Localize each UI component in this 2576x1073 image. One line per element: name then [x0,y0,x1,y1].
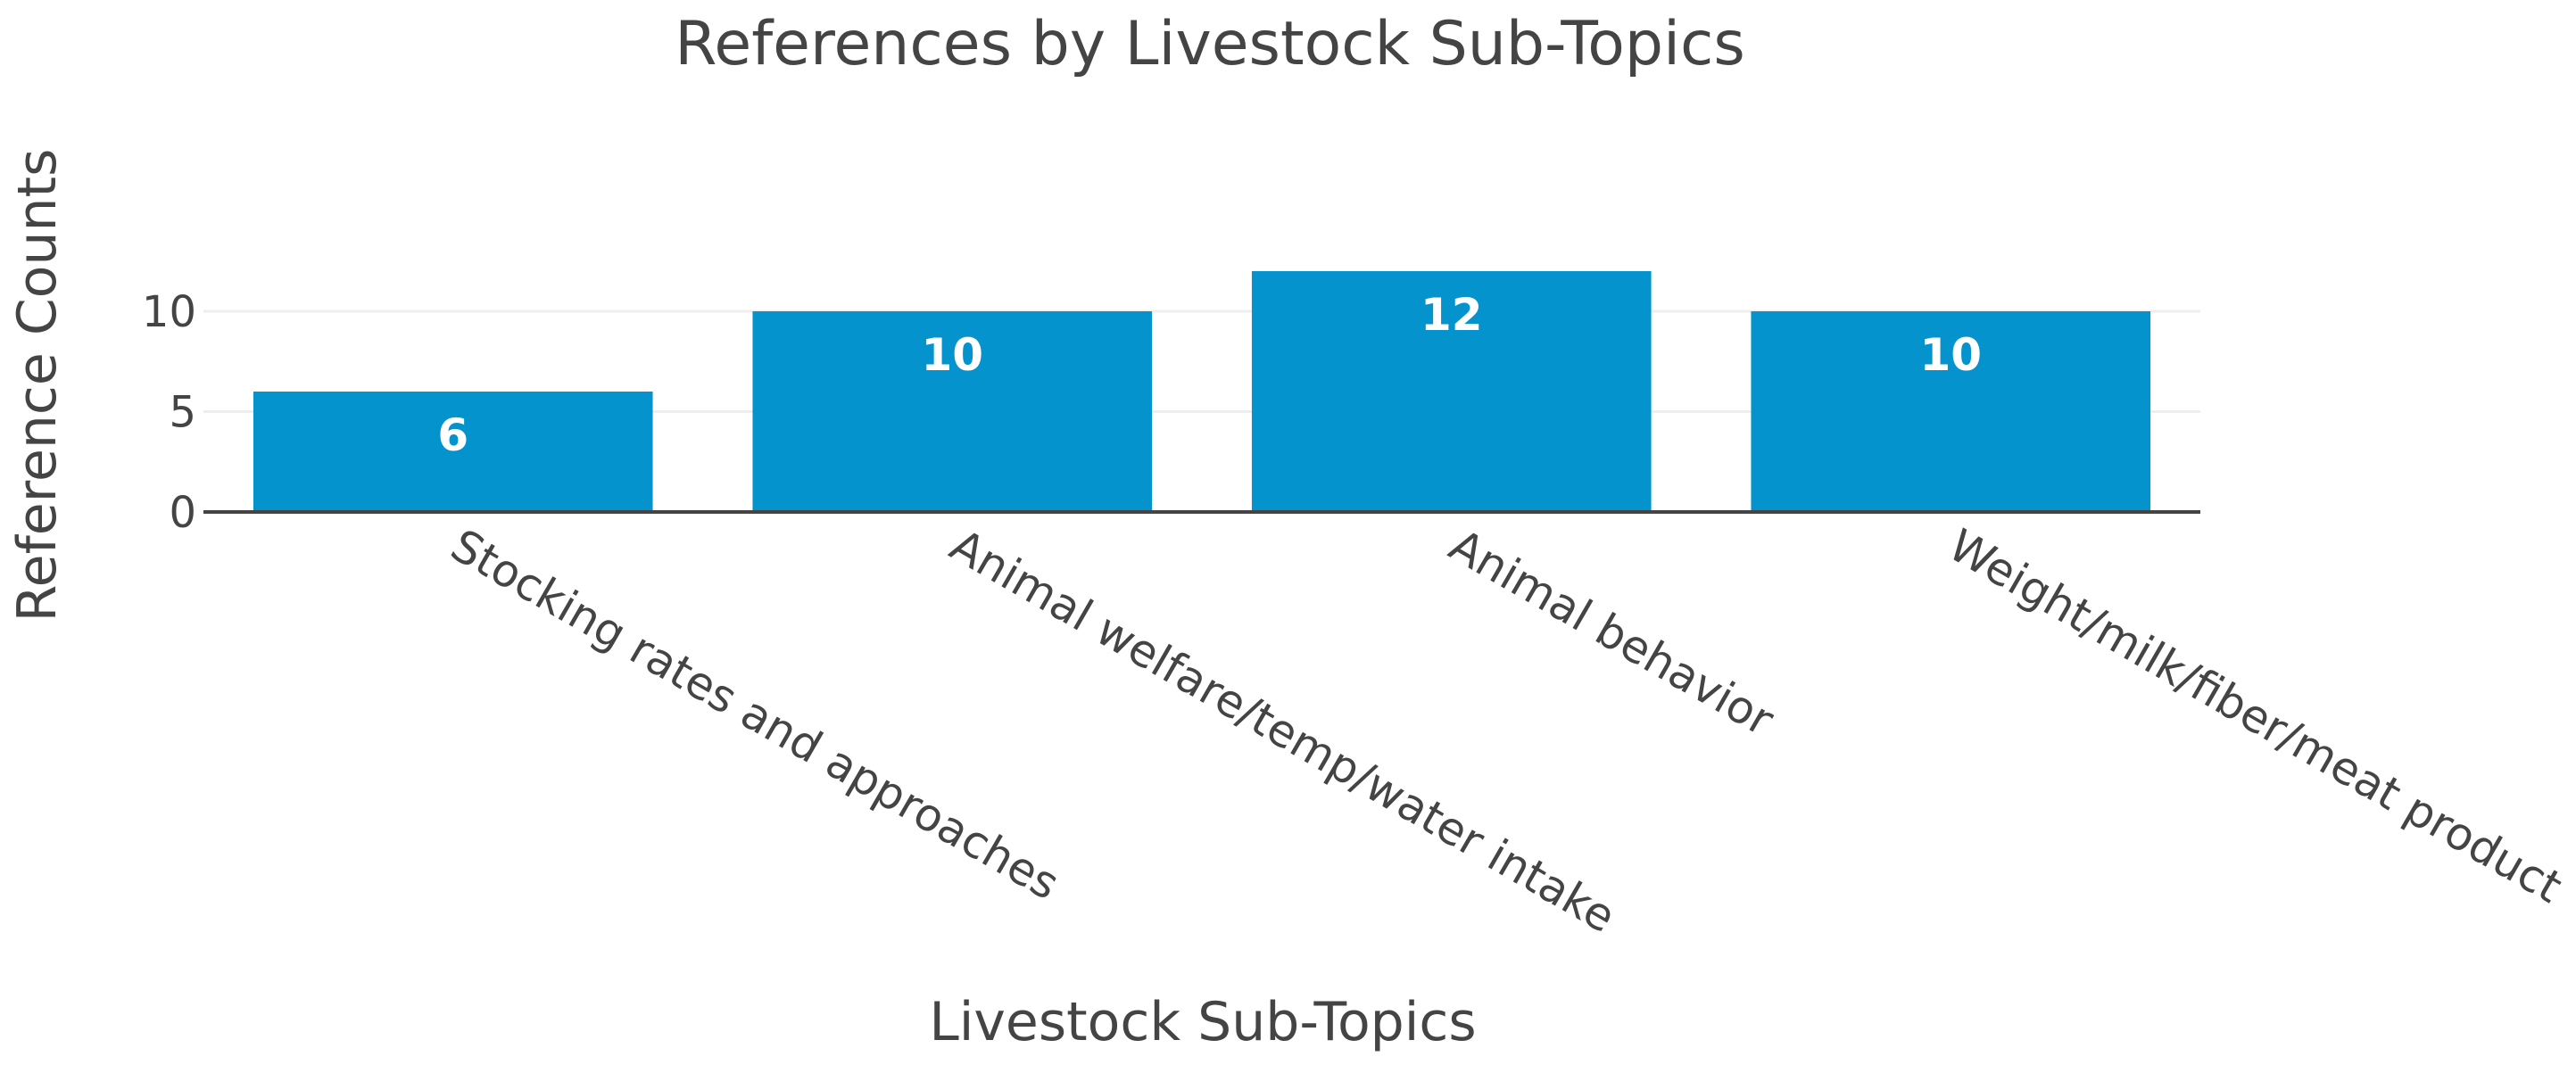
bar[interactable] [1751,311,2151,512]
bar[interactable] [752,311,1153,512]
y-tick-label: 5 [169,388,196,438]
y-tick-label: 0 [169,488,196,538]
bar-value-label: 12 [1421,289,1483,341]
bar[interactable] [1251,271,1652,512]
x-tick-label: Weight/milk/fiber/meat product [1940,519,2571,913]
x-tick-label: Animal behavior [1441,519,1783,747]
y-axis-title: Reference Counts [6,149,69,623]
bars: 6 10 12 10 [253,271,2151,512]
bar-value-label: 6 [437,409,468,461]
bar-value-label: 10 [1919,329,1982,381]
chart-title: References by Livestock Sub-Topics [675,9,1745,79]
bar-value-label: 10 [921,329,983,381]
y-tick-label: 10 [142,287,196,337]
x-axis-title: Livestock Sub-Topics [929,991,1476,1053]
bar[interactable] [253,392,653,512]
